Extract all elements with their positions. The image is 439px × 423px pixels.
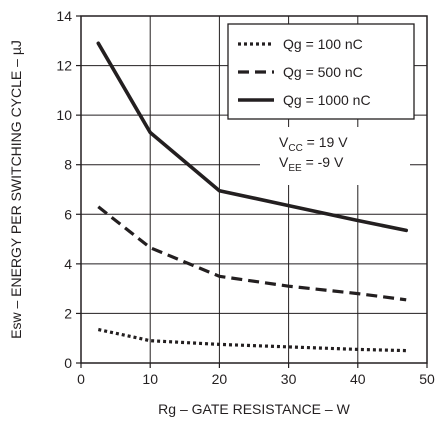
- plot-frame: [80, 15, 428, 364]
- legend-entry-label: Qg = 100 nC: [283, 36, 363, 52]
- y-tick-label: 6: [64, 206, 72, 222]
- series-line-3: [96, 41, 409, 233]
- x-tick-label: 10: [142, 371, 158, 387]
- x-axis-label: Rg – GATE RESISTANCE – W: [158, 401, 350, 417]
- series-layer: [96, 41, 409, 353]
- y-tick-label: 8: [64, 157, 72, 173]
- tick-labels: 0 10 20 30 40 50 0 2 4 6 8 10 12 14: [56, 8, 435, 387]
- condition-label: VEE = -9 V: [279, 154, 344, 174]
- conditions-background: [260, 127, 410, 185]
- legend-entry-label: Qg = 1000 nC: [283, 92, 371, 108]
- y-tick-label: 0: [64, 355, 72, 371]
- x-tick-label: 40: [350, 371, 366, 387]
- y-tick-label: 12: [56, 58, 72, 74]
- x-tick-label: 30: [281, 371, 297, 387]
- y-axis-label: Esw – ENERGY PER SWITCHING CYCLE – µJ: [8, 40, 24, 339]
- y-tick-label: 14: [56, 8, 72, 24]
- legend-entry-label: Qg = 500 nC: [283, 64, 363, 80]
- legend: Qg = 100 nC Qg = 500 nC Qg = 1000 nC: [227, 23, 415, 120]
- series-line-1: [97, 327, 407, 353]
- condition-label: VCC = 19 V: [279, 134, 348, 154]
- y-tick-label: 10: [56, 107, 72, 123]
- x-tick-label: 0: [77, 371, 85, 387]
- y-tick-label: 4: [64, 256, 72, 272]
- y-tick-label: 2: [64, 305, 72, 321]
- x-tick-label: 50: [419, 371, 435, 387]
- series-line-2: [97, 205, 407, 302]
- x-tick-label: 20: [212, 371, 228, 387]
